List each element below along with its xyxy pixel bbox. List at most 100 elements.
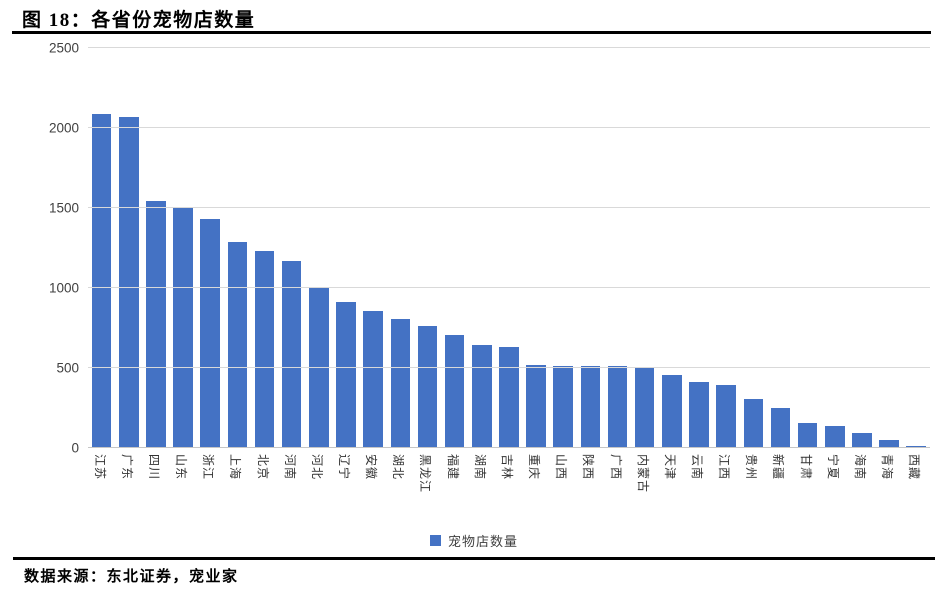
x-axis-label: 湖北: [391, 454, 406, 481]
bar-江苏: [91, 113, 112, 448]
bar-slot: 贵州: [740, 48, 767, 480]
x-axis-label: 吉林: [499, 454, 514, 481]
bar-浙江: [200, 219, 220, 448]
bar-北京: [254, 251, 275, 448]
bar-西藏: [906, 445, 927, 448]
bar-slot: 江西: [713, 48, 740, 480]
bar-slot: 山东: [169, 48, 196, 480]
bar-湖南: [471, 344, 492, 448]
x-axis-label: 天津: [662, 454, 677, 481]
bar-黑龙江: [417, 326, 438, 448]
bar-slot: 黑龙江: [414, 48, 441, 493]
bar-slot: 新疆: [767, 48, 794, 480]
legend-label: 宠物店数量: [447, 534, 518, 549]
bar-广西: [607, 366, 628, 448]
bar-河北: [309, 288, 329, 448]
bar-slot: 北京: [251, 48, 278, 480]
bars-row: 江苏 广东 四川 山东 浙江 上海 北京 河南 河北 辽宁 安徽 湖北 黑龙江 福建 湖南 吉林 重庆 山西 陕西广…: [88, 48, 930, 493]
bar-slot: 上海: [224, 48, 251, 480]
bar-slot: 吉林: [495, 48, 522, 480]
x-axis-label: 黑龙江: [418, 454, 433, 494]
gridline-1500: [88, 207, 930, 208]
bar-广东: [118, 116, 139, 448]
x-axis-label: 广东: [119, 454, 134, 481]
y-axis-tick-label: 1500: [48, 200, 79, 216]
y-axis-tick-label: 500: [56, 360, 79, 376]
bar-slot: 天津: [658, 48, 685, 480]
bar-重庆: [526, 364, 546, 448]
bar-安徽: [363, 311, 383, 448]
x-axis-label: 北京: [255, 454, 270, 481]
bar-slot: 河北: [305, 48, 332, 480]
bar-slot: 四川: [142, 48, 169, 480]
bar-四川: [146, 200, 166, 448]
x-axis-label: 安徽: [364, 454, 379, 481]
x-axis-label: 西藏: [907, 454, 922, 481]
x-axis-label: 江苏: [92, 454, 107, 481]
bar-slot: 青海: [876, 48, 903, 480]
y-axis-tick-label: 2500: [48, 40, 79, 56]
legend-swatch-icon: [429, 535, 441, 546]
bar-云南: [689, 382, 709, 448]
bar-slot: 辽宁: [332, 48, 359, 480]
bar-slot: 宁夏: [821, 48, 848, 480]
gridline-2500: [88, 47, 930, 48]
bar-新疆: [770, 408, 791, 448]
bar-湖北: [390, 319, 411, 448]
x-axis-label: 上海: [228, 454, 243, 481]
x-axis-label: 浙江: [201, 454, 216, 481]
y-axis-tick-label: 0: [71, 440, 79, 456]
legend: 宠物店数量: [0, 531, 948, 550]
x-axis-label: 贵州: [744, 454, 759, 481]
x-axis-label: 山东: [174, 454, 189, 481]
bar-slot: 陕西: [577, 48, 604, 480]
bar-上海: [227, 241, 248, 448]
gridline-0: [88, 447, 930, 448]
bar-山东: [173, 208, 193, 448]
gridline-500: [88, 367, 930, 368]
bar-slot: 湖北: [387, 48, 414, 480]
bar-吉林: [499, 347, 519, 448]
bar-辽宁: [336, 301, 356, 448]
bar-slot: 内蒙古: [631, 48, 658, 493]
bar-甘肃: [797, 423, 818, 448]
x-axis-label: 云南: [690, 454, 705, 481]
x-axis-label: 山西: [554, 454, 569, 481]
bar-slot: 重庆: [523, 48, 550, 480]
gridline-2000: [88, 127, 930, 128]
bar-slot: 广西: [604, 48, 631, 480]
bar-slot: 浙江: [197, 48, 224, 480]
x-axis-label: 新疆: [771, 454, 786, 481]
x-axis-label: 陕西: [581, 454, 596, 481]
bar-slot: 安徽: [360, 48, 387, 480]
x-axis-label: 辽宁: [336, 454, 351, 481]
bar-slot: 广东: [115, 48, 142, 480]
bar-内蒙古: [634, 367, 655, 448]
bar-天津: [662, 375, 682, 448]
footer-divider: [13, 557, 935, 560]
x-axis-label: 宁夏: [825, 454, 840, 481]
bar-山西: [553, 365, 573, 448]
y-axis-tick-label: 1000: [48, 280, 79, 296]
bar-slot: 西藏: [903, 48, 930, 480]
bar-青海: [879, 440, 899, 448]
title-divider: [12, 31, 931, 34]
bar-slot: 江苏: [88, 48, 115, 480]
y-axis-tick-label: 2000: [48, 120, 79, 136]
bar-slot: 福建: [441, 48, 468, 480]
bar-江西: [716, 384, 736, 448]
x-axis-label: 河南: [282, 454, 297, 481]
bar-slot: 海南: [848, 48, 875, 480]
x-axis-label: 江西: [717, 454, 732, 481]
x-axis-label: 四川: [146, 454, 161, 481]
x-axis-label: 广西: [608, 454, 623, 481]
source-note: 数据来源：东北证券，宠业家: [24, 569, 239, 585]
x-axis-label: 福建: [445, 454, 460, 481]
bar-海南: [852, 432, 872, 448]
bar-slot: 河南: [278, 48, 305, 480]
bar-河南: [281, 260, 302, 448]
x-axis-label: 青海: [880, 454, 895, 481]
x-axis-label: 湖南: [472, 454, 487, 481]
x-axis-label: 重庆: [527, 454, 542, 481]
bar-贵州: [743, 399, 764, 448]
